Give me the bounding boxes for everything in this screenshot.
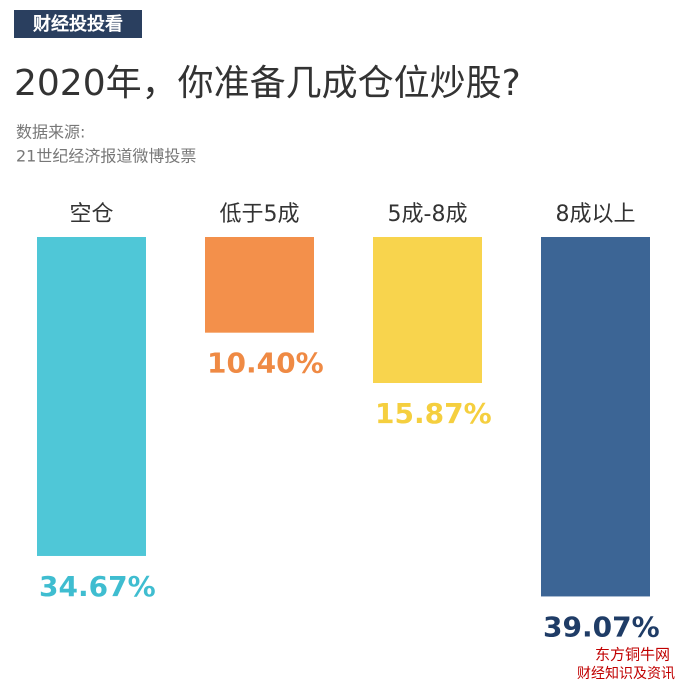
- chart-title: 2020年，你准备几成仓位炒股?: [14, 63, 521, 104]
- category-label: 空仓: [69, 202, 113, 227]
- category-label: 8成以上: [556, 202, 636, 227]
- watermark: 财经知识及资讯: [577, 665, 675, 682]
- value-label: 10.40%: [207, 347, 324, 380]
- bar: [37, 237, 146, 556]
- bar: [205, 237, 314, 333]
- category-label: 低于5成: [220, 202, 300, 227]
- tag-background: [14, 10, 142, 38]
- value-label: 39.07%: [543, 610, 660, 643]
- tag: 财经投投看: [33, 13, 123, 35]
- source-text: 21世纪经济报道微博投票: [16, 147, 196, 166]
- watermark: 东方铜牛网: [595, 646, 670, 664]
- value-label: 34.67%: [39, 570, 156, 603]
- source-label: 数据来源:: [16, 123, 85, 142]
- bar: [541, 237, 650, 597]
- value-label: 15.87%: [375, 397, 492, 430]
- category-label: 5成-8成: [388, 202, 468, 227]
- bar: [373, 237, 482, 384]
